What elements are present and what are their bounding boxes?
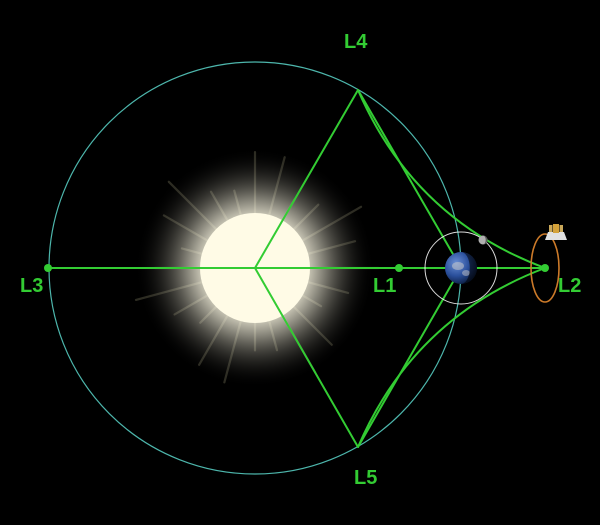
earth xyxy=(445,252,477,284)
label-l5: L5 xyxy=(354,467,377,489)
label-l2: L2 xyxy=(558,275,581,297)
label-l3: L3 xyxy=(20,275,43,297)
label-l1: L1 xyxy=(373,275,396,297)
point-l3 xyxy=(44,264,52,272)
moon xyxy=(479,236,488,245)
label-l4: L4 xyxy=(344,31,368,53)
point-l1 xyxy=(395,264,403,272)
point-l2 xyxy=(541,264,549,272)
